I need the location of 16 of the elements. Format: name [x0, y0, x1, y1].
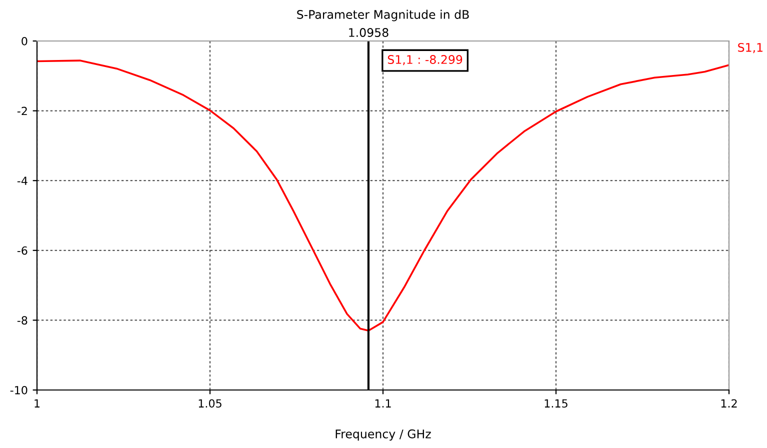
ref-line-label: 1.0958	[349, 28, 388, 37]
x-tick-label: 1.15	[544, 399, 568, 408]
x-tick-label: 1.2	[721, 399, 737, 408]
x-tick-label: 1	[34, 399, 40, 408]
chart-title: S-Parameter Magnitude in dB	[297, 10, 469, 22]
y-tick-label: -10	[10, 386, 28, 394]
y-tick-label: -8	[17, 316, 28, 325]
series-label: S1,1	[738, 42, 762, 54]
y-tick-label: -4	[17, 176, 28, 185]
y-tick-label: -2	[17, 106, 27, 116]
x-tick-label: 1.1	[375, 399, 391, 408]
y-tick-label: -6	[17, 246, 28, 255]
x-axis-title: Frequency / GHz	[336, 429, 431, 441]
y-tick-label: 0	[22, 36, 28, 46]
x-tick-label: 1.05	[198, 399, 222, 408]
annotation: S1,1 : -8.299	[388, 55, 462, 66]
